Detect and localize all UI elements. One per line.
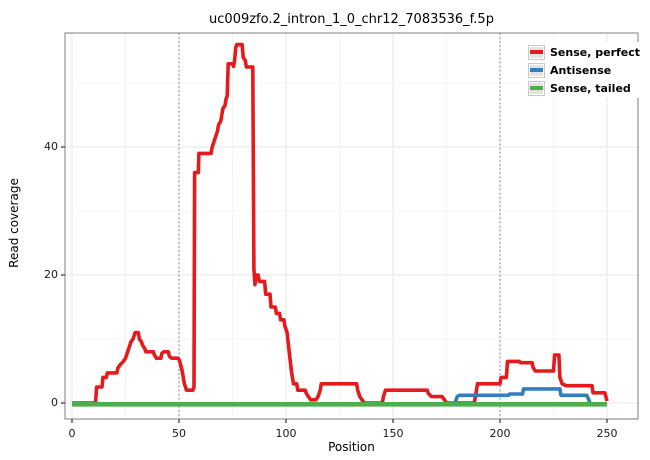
- legend-item: Sense, tailed: [528, 79, 640, 97]
- legend-item-label: Sense, perfect: [550, 45, 641, 59]
- legend-item-label: Antisense: [550, 63, 612, 77]
- legend-item-label: Sense, tailed: [550, 81, 631, 95]
- x-tick-label: 100: [275, 427, 297, 440]
- panel-border: [64, 32, 639, 420]
- x-axis-label: Position: [328, 440, 375, 454]
- legend-line-sample-red: [530, 50, 543, 54]
- x-tick-label: 250: [596, 427, 618, 440]
- legend-key-box: [528, 80, 545, 96]
- x-tick-label: 150: [382, 427, 404, 440]
- legend-item: Sense, perfect: [528, 43, 640, 61]
- x-tick-label: 0: [68, 427, 76, 440]
- x-tick-label: 200: [489, 427, 511, 440]
- y-tick-label: 0: [51, 396, 58, 409]
- chart-title: uc009zfo.2_intron_1_0_chr12_7083536_f.5p: [209, 12, 494, 27]
- series-line-antisense: [453, 387, 592, 404]
- legend-key-box: [528, 62, 545, 78]
- y-tick-label: 20: [44, 268, 58, 281]
- x-tick-label: 50: [172, 427, 186, 440]
- legend-key-box: [528, 44, 545, 60]
- legend: Sense, perfect Antisense Sense, tailed: [526, 42, 643, 98]
- legend-line-sample-green: [530, 86, 543, 90]
- legend-line-sample-blue: [530, 68, 543, 72]
- y-tick-label: 40: [44, 140, 58, 153]
- legend-item: Antisense: [528, 61, 640, 79]
